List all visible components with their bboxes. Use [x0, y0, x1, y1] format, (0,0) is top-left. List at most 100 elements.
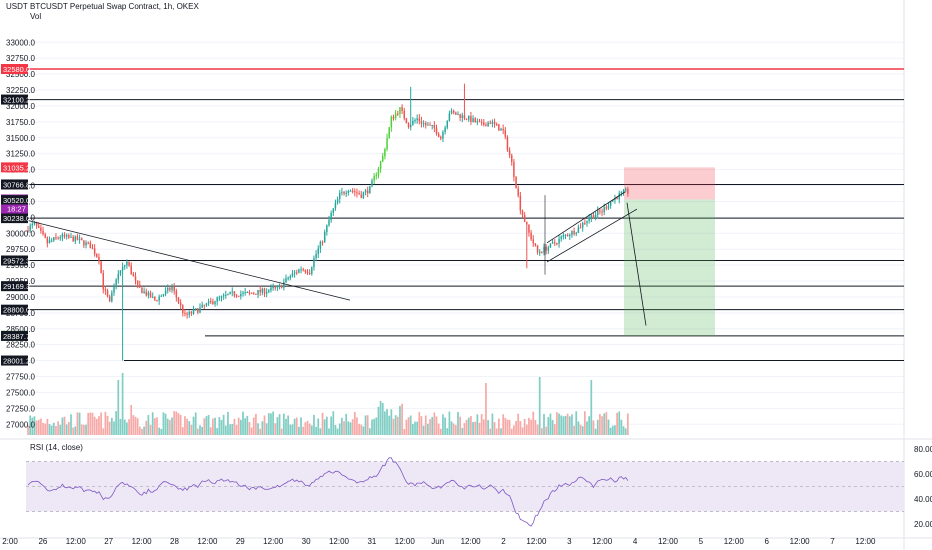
- bearish-candle: [452, 109, 455, 115]
- candle-body: [227, 294, 229, 296]
- candle-body: [624, 189, 627, 191]
- bullish-candle: [323, 229, 326, 243]
- volume-bar: [465, 419, 468, 435]
- candle-body: [250, 292, 253, 294]
- bearish-candle: [212, 298, 214, 305]
- candle-body: [80, 238, 83, 241]
- candle-body: [100, 261, 102, 274]
- volume-bar: [179, 414, 182, 435]
- volume-bar: [525, 424, 528, 435]
- candle-body: [225, 294, 227, 296]
- volume-bar: [175, 411, 178, 435]
- volume-bar: [313, 414, 315, 435]
- candle-body: [169, 287, 171, 290]
- volume-bar: [416, 421, 419, 435]
- rsi-tick-label: 80.00: [914, 445, 932, 454]
- price-tag-label: 30238.0: [3, 214, 30, 223]
- bullish-candle: [74, 235, 77, 245]
- volume-bar: [442, 414, 444, 435]
- price-tag-box: [1, 162, 28, 173]
- candle-body: [98, 256, 100, 262]
- bullish-candle: [315, 250, 317, 262]
- price-tag-box: [1, 281, 28, 292]
- candle-body: [96, 254, 98, 257]
- volume-bar: [381, 402, 384, 435]
- bearish-candle: [63, 232, 66, 239]
- bearish-candle: [89, 240, 92, 249]
- candle-body: [33, 221, 36, 224]
- volume-bar: [123, 419, 126, 435]
- volume-bar: [212, 418, 214, 435]
- bullish-candle: [115, 278, 117, 290]
- candle-body: [362, 192, 365, 198]
- candle-body: [177, 297, 180, 303]
- volume-bar: [439, 428, 442, 435]
- bearish-candle: [83, 240, 85, 249]
- bearish-candle: [356, 188, 358, 198]
- bullish-candle: [220, 295, 223, 302]
- candle-body: [480, 121, 483, 123]
- candle-body: [76, 236, 79, 240]
- volume-bar: [506, 419, 509, 435]
- volume-bar: [220, 419, 223, 435]
- volume-bar: [405, 419, 408, 435]
- volume-bar: [371, 419, 373, 435]
- price-tag-label: 29169.3: [3, 282, 30, 291]
- candle-body: [143, 291, 145, 293]
- candle-body: [498, 124, 500, 131]
- volume-bar: [379, 401, 382, 435]
- volume-bar: [556, 412, 558, 435]
- candle-body: [465, 118, 468, 120]
- bullish-candle: [199, 303, 201, 314]
- price-level-tag: 30238.0: [1, 213, 30, 224]
- volume-bar: [349, 422, 352, 435]
- volume-bar: [310, 425, 313, 435]
- candle-body: [603, 207, 605, 213]
- time-tick-label: 12:00: [461, 537, 482, 546]
- bullish-candle: [461, 112, 464, 123]
- candle-body: [89, 242, 92, 249]
- bullish-candle: [551, 239, 554, 244]
- time-tick-label: 12:00: [132, 537, 153, 546]
- bullish-candle: [412, 116, 414, 126]
- bearish-candle: [495, 122, 498, 126]
- bullish-candle: [390, 115, 393, 132]
- bearish-candle: [98, 253, 100, 265]
- bearish-candle: [203, 304, 206, 309]
- volume-bar: [508, 419, 511, 435]
- price-axis[interactable]: 33000.0 32750.0 32500.0 32250.0 32000.0 31750…: [1, 38, 932, 529]
- bearish-candle: [55, 233, 57, 240]
- bearish-candle: [190, 310, 193, 317]
- volume-bar: [274, 423, 277, 435]
- candle-body: [278, 285, 281, 287]
- price-tick-label: 32000.0: [6, 102, 35, 111]
- volume-bar: [592, 420, 595, 435]
- volume-bar: [83, 424, 85, 435]
- bearish-candle: [418, 114, 421, 125]
- short-position-tool[interactable]: [624, 167, 715, 336]
- volume-bar: [59, 424, 62, 435]
- volume-bar: [231, 424, 234, 435]
- time-tick-label: 12:00: [658, 537, 679, 546]
- volume-bar: [267, 413, 270, 435]
- candle-body: [72, 236, 74, 242]
- channel-lower-line: [546, 208, 638, 263]
- volume-bar: [317, 418, 320, 435]
- trend-drawings[interactable]: [27, 191, 647, 326]
- candle-body: [229, 291, 231, 295]
- candle-body: [581, 222, 584, 228]
- candle-body: [526, 221, 528, 225]
- candle-body: [332, 208, 335, 213]
- candle-body: [584, 222, 586, 224]
- bearish-candle: [46, 236, 49, 248]
- volume-bar: [48, 424, 51, 435]
- bearish-candle: [72, 234, 74, 242]
- bullish-candle: [160, 294, 163, 297]
- time-axis[interactable]: 2:00 26 12:00 27 12:00 28 12:00 29 12:00 30 12:00 3…: [2, 537, 876, 546]
- volume-bar: [538, 377, 541, 435]
- candle-body: [201, 304, 203, 308]
- candle-body: [330, 212, 332, 221]
- bearish-candle: [440, 135, 442, 141]
